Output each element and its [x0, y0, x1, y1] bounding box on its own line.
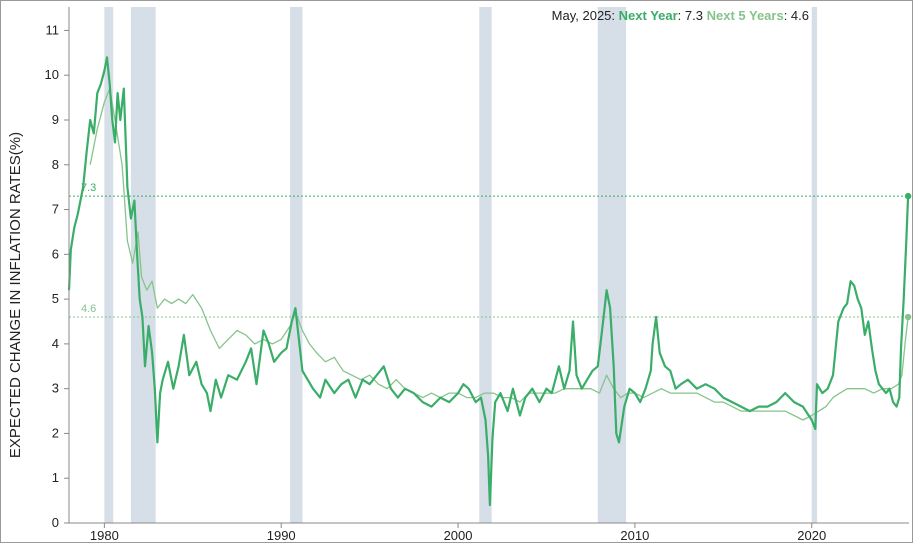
axes: 0 1 2 3 4 5 6 7 8 9 10 11 1980 1990 2000 2010 2020 EXPECT… — [7, 7, 909, 542]
x-tick-label: 1990 — [267, 528, 296, 542]
x-tick-label: 2020 — [797, 528, 826, 542]
legend: May, 2025: Next Year: 7.3 Next 5 Years: … — [552, 8, 809, 23]
y-axis-label: EXPECTED CHANGE IN INFLATION RATES(%) — [7, 132, 24, 458]
reference-line-label: 4.6 — [81, 303, 96, 315]
recession-bands — [104, 7, 818, 523]
legend-part: : 4.6 — [784, 8, 809, 23]
series-line-next-5-years — [89, 87, 909, 421]
recession-band — [811, 7, 818, 523]
recession-band — [597, 7, 627, 523]
y-tick-label: 10 — [45, 67, 59, 82]
y-tick-label: 2 — [52, 425, 59, 440]
legend-part: : 7.3 — [678, 8, 707, 23]
y-tick-label: 9 — [52, 112, 59, 127]
reference-line-label: 7.3 — [81, 182, 96, 194]
series-line-next-year — [67, 56, 910, 507]
recession-band — [479, 7, 492, 523]
recession-band — [130, 7, 156, 523]
y-tick-label: 1 — [52, 470, 59, 485]
y-tick-label: 3 — [52, 381, 59, 396]
recession-band — [290, 7, 303, 523]
y-tick-label: 6 — [52, 246, 59, 261]
series-end-marker — [904, 192, 912, 200]
legend-part: May, 2025: — [552, 8, 619, 23]
y-tick-label: 0 — [52, 515, 59, 530]
x-tick-label: 2000 — [444, 528, 473, 542]
x-tick-label: 1980 — [90, 528, 119, 542]
legend-part: Next Year — [619, 8, 678, 23]
reference-lines: 7.3 4.6 — [69, 182, 909, 318]
y-tick-label: 5 — [52, 291, 59, 306]
legend-part: Next 5 Years — [707, 8, 784, 23]
recession-band — [104, 7, 114, 523]
legend-text: May, 2025: Next Year: 7.3 Next 5 Years: … — [552, 8, 809, 23]
x-tick-label: 2010 — [620, 528, 649, 542]
series-end-marker — [904, 313, 912, 321]
series-layer — [67, 56, 912, 507]
y-tick-label: 8 — [52, 157, 59, 172]
y-tick-label: 4 — [52, 336, 59, 351]
y-tick-label: 7 — [52, 202, 59, 217]
y-tick-label: 11 — [46, 22, 60, 37]
